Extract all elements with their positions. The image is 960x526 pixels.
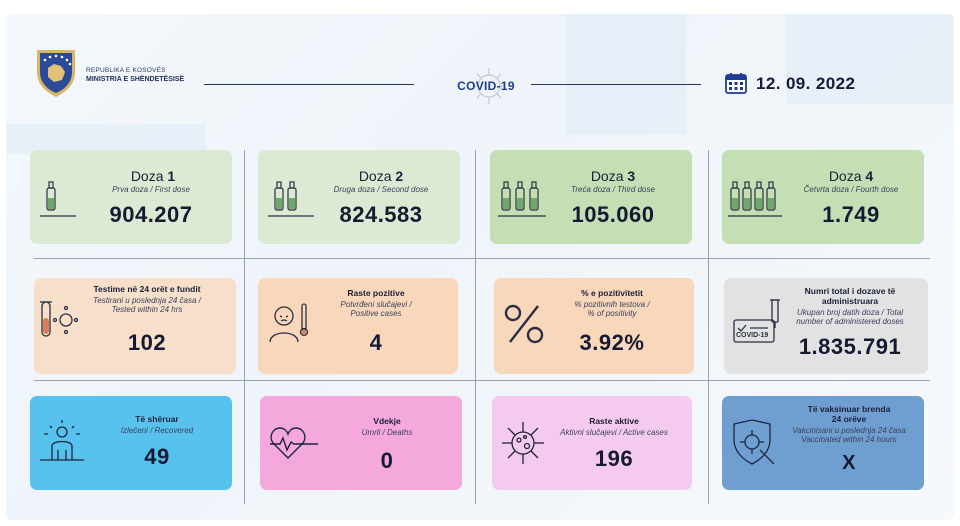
positivity-sub-2: % of positivity (587, 309, 637, 318)
vial-icon (38, 176, 78, 220)
vaccinated-24h-heading-2: 24 orëve (831, 414, 867, 424)
vaccinated-24h-sub-1: Vakcinisani u poslednja 24 časa (792, 426, 906, 435)
dose-3-sub: Treća doza / Third dose (571, 185, 655, 194)
recovered-person-icon (38, 418, 86, 466)
deaths-heading: Vdekje (373, 416, 401, 426)
org-line-2: MINISTRIA E SHËNDETËSISË (86, 76, 185, 83)
dose-3-card: Doza 3 Treća doza / Third dose 105.060 (490, 150, 692, 244)
vials-icon (266, 176, 316, 220)
dose-2-value: 824.583 (339, 202, 423, 227)
grid-divider (708, 150, 709, 266)
background-shape (786, 14, 954, 104)
total-doses-card: COVID-19 Numri total i dozave të adminis… (724, 278, 928, 374)
header-divider (204, 84, 414, 85)
positive-cases-value: 4 (369, 330, 383, 355)
dose-1-word: Doza (130, 168, 164, 184)
ministry-name: REPUBLIKA E KOSOVËS MINISTRIA E SHËNDETË… (86, 66, 184, 84)
tests-card: Testime në 24 orët e fundit Testirani u … (34, 278, 236, 374)
grid-divider (475, 392, 476, 504)
dose-2-card: Doza 2 Druga doza / Second dose 824.583 (258, 150, 460, 244)
percent-icon (502, 302, 546, 346)
total-doses-value: 1.835.791 (798, 334, 902, 359)
dose-4-card: Doza 4 Četvrta doza / Fourth dose 1.749 (722, 150, 924, 244)
covid-title: COVID-19 (457, 79, 515, 93)
vials-icon (496, 176, 550, 220)
grid-divider (708, 266, 709, 392)
dose-1-sub: Prva doza / First dose (112, 185, 190, 194)
dose-1-card: Doza 1 Prva doza / First dose 904.207 (30, 150, 232, 244)
active-cases-heading: Raste aktive (589, 416, 639, 426)
total-doses-sub-2: number of administered doses (796, 317, 904, 326)
grid-divider (244, 150, 245, 266)
positive-cases-card: Raste pozitive Potvrđeni slučajevi / Pos… (258, 278, 458, 374)
positive-cases-heading: Raste pozitive (347, 288, 405, 298)
dose-2-number: 2 (395, 168, 404, 184)
tests-sub-2: Tested within 24 hrs (111, 305, 183, 314)
virus-icon (446, 64, 532, 104)
active-cases-card: Raste aktive Aktivni slučajevi / Active … (492, 396, 692, 490)
active-cases-value: 196 (594, 446, 634, 471)
dose-3-number: 3 (627, 168, 636, 184)
dose-1-value: 904.207 (109, 202, 193, 227)
dose-3-word: Doza (590, 168, 624, 184)
grid-divider (244, 266, 245, 392)
kosovo-coat-of-arms-icon (34, 48, 78, 98)
dose-1-number: 1 (167, 168, 176, 184)
positivity-card: % e pozitivitetit % pozitivnih testova /… (494, 278, 694, 374)
covid-badge: COVID-19 (736, 332, 769, 339)
recovered-sub: Izlečeni / Recovered (120, 426, 194, 435)
dose-4-word: Doza (828, 168, 862, 184)
report-date: 12. 09. 2022 (756, 74, 856, 93)
positivity-value: 3.92% (579, 330, 645, 355)
grid-divider (244, 392, 245, 504)
test-tube-icon (38, 300, 78, 344)
heartbeat-icon (268, 424, 320, 464)
deaths-card: Vdekje Umrli / Deaths 0 (260, 396, 462, 490)
dose-3-value: 105.060 (571, 202, 655, 227)
positivity-heading: % e pozitivitetit (581, 288, 643, 298)
dose-2-sub: Druga doza / Second dose (333, 185, 429, 194)
recovered-heading: Të shëruar (135, 414, 179, 424)
positivity-sub-1: % pozitivnih testova / (574, 300, 650, 309)
tests-heading: Testime në 24 orët e fundit (93, 284, 201, 294)
dose-4-sub: Četvrta doza / Fourth dose (803, 185, 899, 194)
positive-cases-sub-1: Potvrđeni slučajevi / (340, 300, 412, 309)
dose-4-value: 1.749 (822, 202, 880, 227)
virus-icon (500, 420, 546, 466)
grid-divider (34, 380, 930, 381)
calendar-icon (725, 72, 747, 94)
deaths-sub: Umrli / Deaths (361, 428, 413, 437)
deaths-value: 0 (380, 448, 394, 473)
vaccinated-24h-sub-2: Vaccinated within 24 hours (801, 435, 897, 444)
tests-value: 102 (127, 330, 167, 355)
shield-virus-icon (730, 418, 778, 468)
total-doses-heading-1: Numri total i dozave të (804, 286, 896, 296)
dose-4-number: 4 (865, 168, 874, 184)
grid-divider (475, 266, 476, 392)
positive-cases-sub-2: Positive cases (350, 309, 402, 318)
recovered-card: Të shëruar Izlečeni / Recovered 49 (30, 396, 232, 490)
org-line-1: REPUBLIKA E KOSOVËS (86, 67, 166, 74)
tests-sub-1: Testirani u poslednja 24 časa / (93, 296, 201, 305)
vaccinated-24h-value: X (842, 452, 856, 474)
sick-person-thermometer-icon (266, 300, 310, 344)
background-shape (6, 124, 206, 154)
recovered-value: 49 (144, 444, 170, 469)
dashboard: REPUBLIKA E KOSOVËS MINISTRIA E SHËNDETË… (6, 14, 954, 520)
vials-icon (726, 176, 786, 220)
active-cases-sub: Aktivni slučajevi / Active cases (560, 428, 668, 437)
header-divider (531, 84, 701, 85)
grid-divider (475, 150, 476, 266)
grid-divider (708, 392, 709, 504)
vaccinated-24h-heading-1: Të vaksinuar brenda (807, 404, 891, 414)
background-shape (566, 14, 686, 134)
grid-divider (34, 258, 930, 259)
total-doses-sub-1: Ukupan broj datih doza / Total (797, 308, 903, 317)
total-doses-heading-2: administruara (821, 296, 879, 306)
vaccinated-24h-card: Të vaksinuar brenda 24 orëve Vakcinisani… (722, 396, 924, 490)
vaccine-certificate-icon: COVID-19 (732, 298, 782, 348)
dose-2-word: Doza (358, 168, 392, 184)
